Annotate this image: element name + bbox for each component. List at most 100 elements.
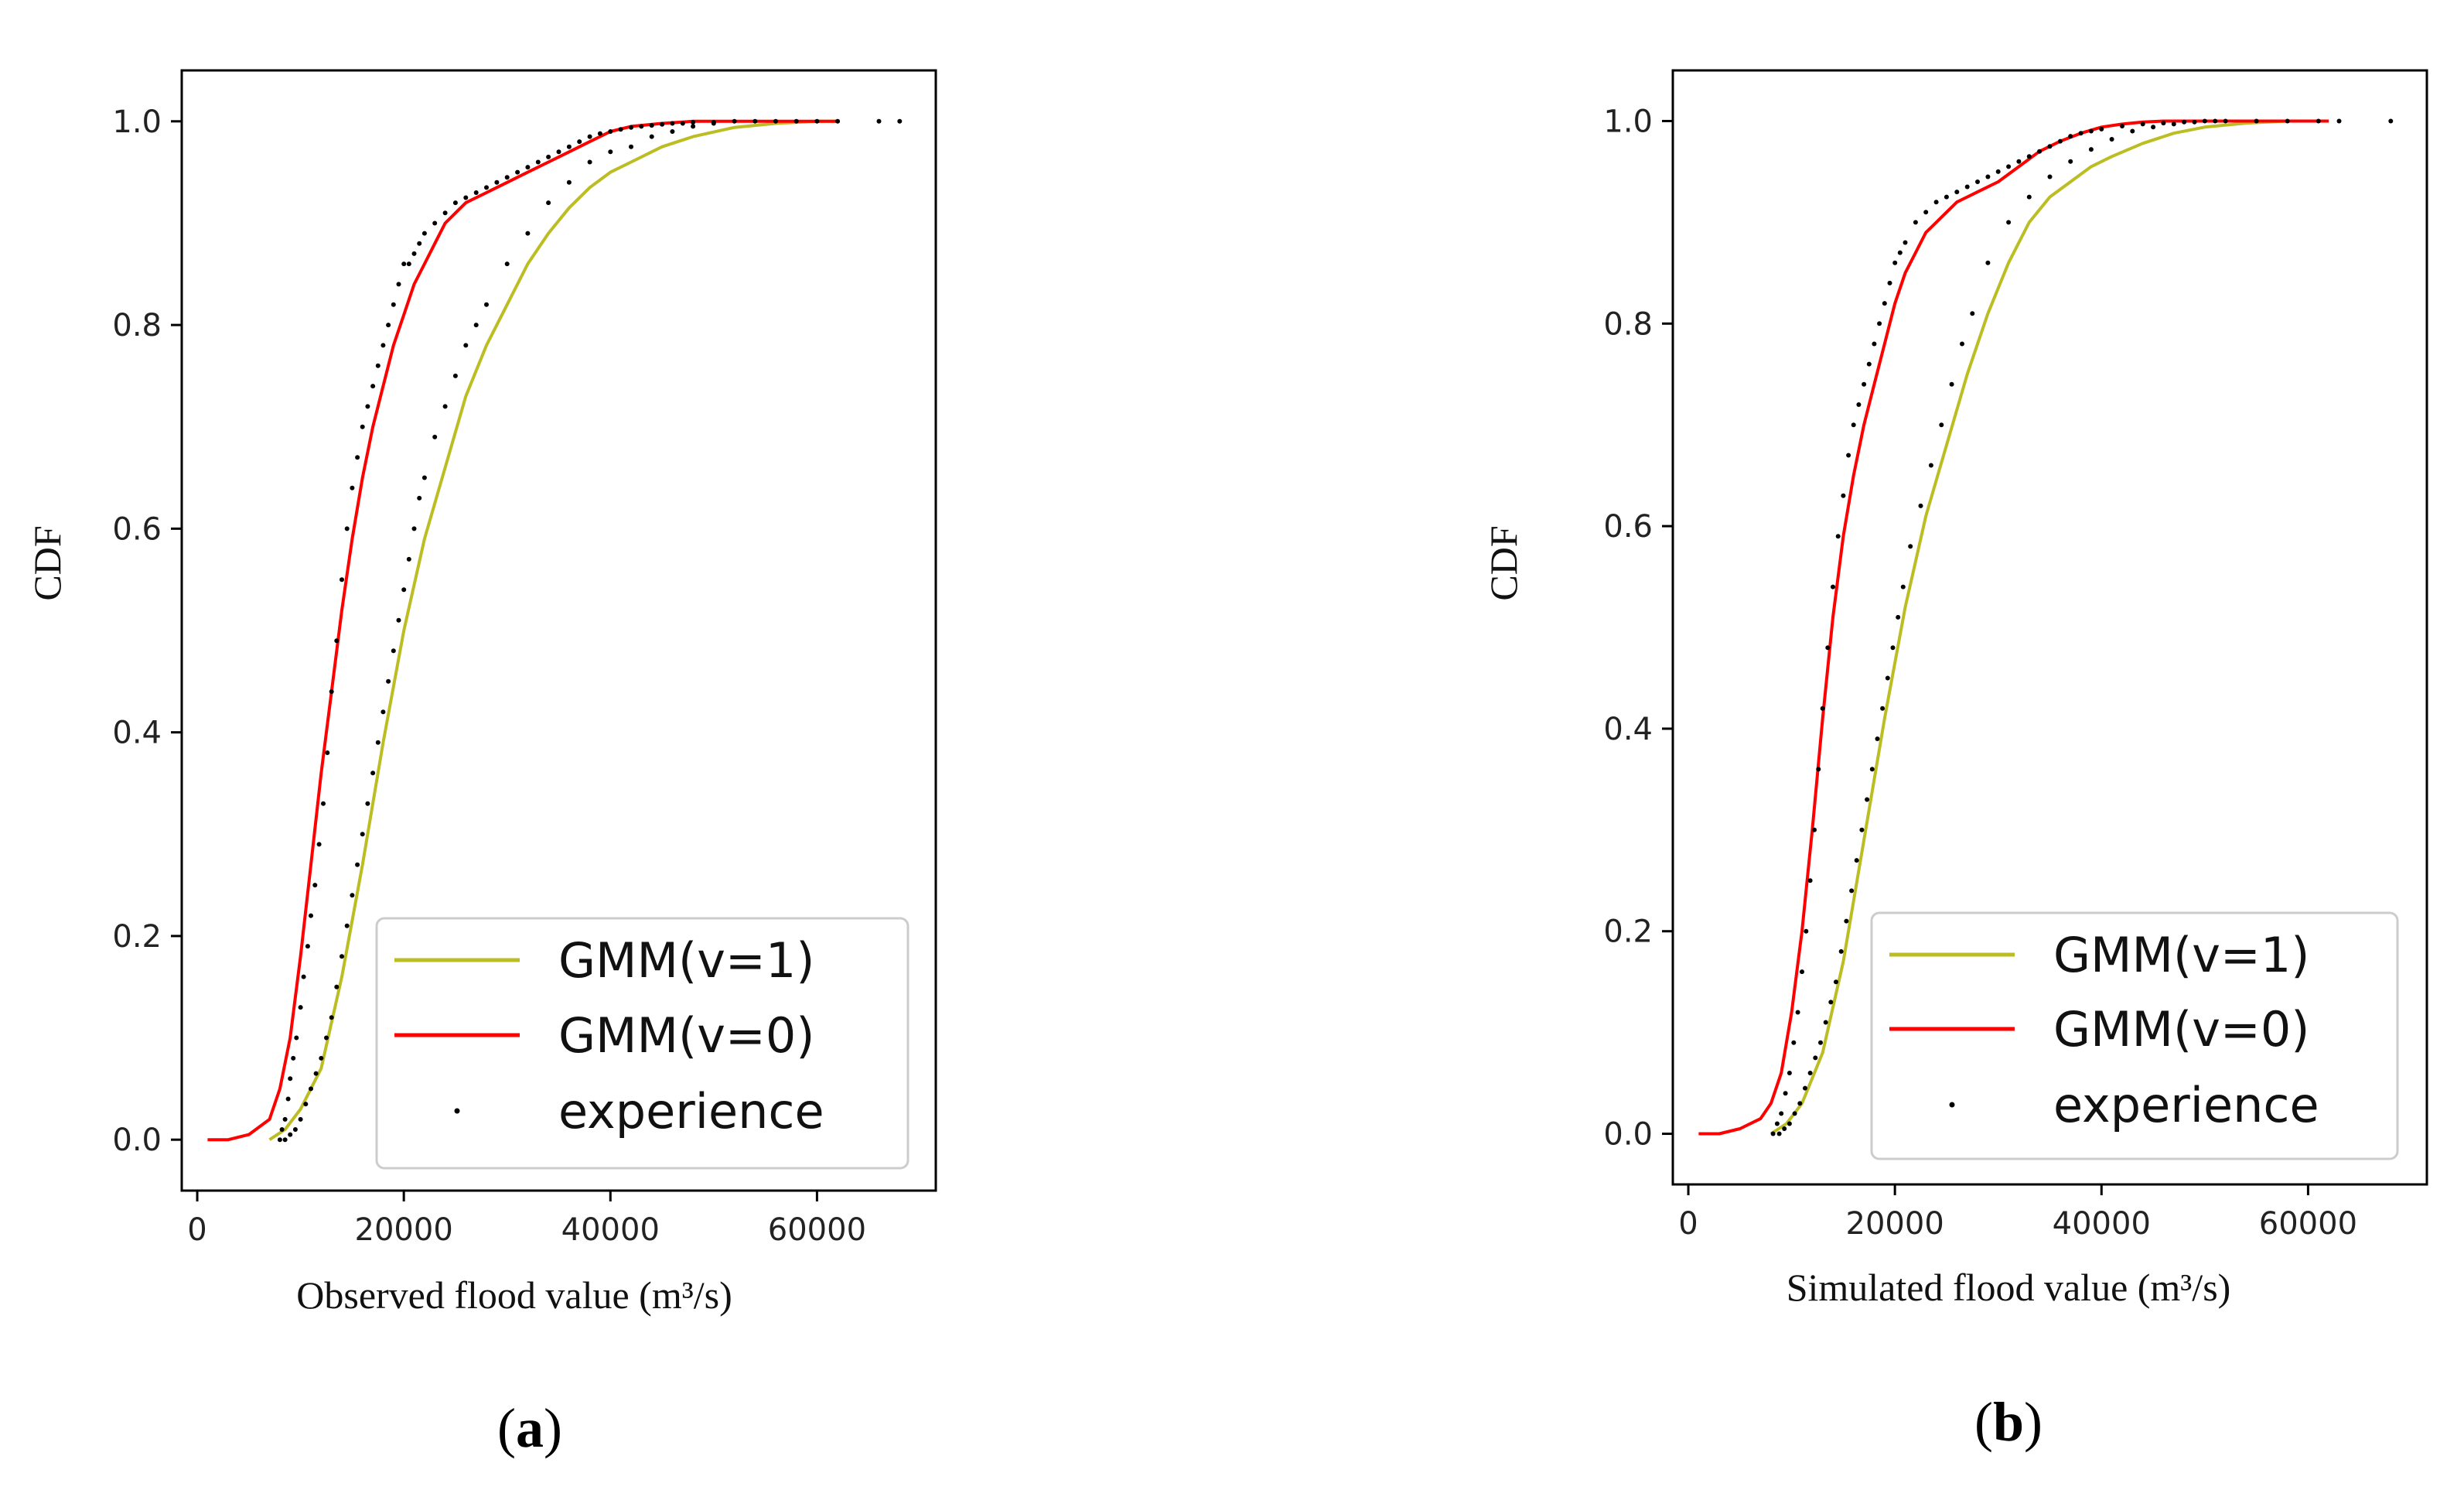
- data-point: [2254, 118, 2259, 124]
- x-axis-label: Simulated flood value (m³/s): [1787, 1266, 2231, 1309]
- x-tick-label: 0: [1678, 1206, 1698, 1242]
- data-point: [411, 251, 417, 256]
- data-point: [2151, 125, 2156, 130]
- data-point: [355, 862, 360, 867]
- series-line-gmm-v-1: [268, 119, 838, 1141]
- data-point: [1875, 736, 1880, 741]
- data-point: [401, 587, 407, 593]
- data-point: [876, 118, 882, 124]
- data-point: [1795, 1010, 1800, 1015]
- data-point: [670, 121, 675, 126]
- data-point: [2068, 159, 2073, 164]
- data-point: [421, 475, 427, 480]
- data-point: [321, 801, 326, 806]
- legend: GMM(v=1) GMM(v=0) experience: [375, 917, 909, 1170]
- data-point: [2088, 147, 2094, 152]
- data-point: [2223, 118, 2228, 124]
- data-point: [452, 373, 458, 378]
- data-point: [285, 1096, 291, 1102]
- data-point: [282, 1116, 288, 1122]
- data-point: [484, 185, 489, 190]
- data-point: [1774, 1121, 1780, 1126]
- y-axis-label: CDF: [1482, 525, 1525, 600]
- series-layer: [1698, 118, 2394, 1136]
- data-point: [334, 638, 340, 644]
- data-point: [1825, 645, 1831, 651]
- data-point: [1896, 614, 1901, 620]
- data-point: [2078, 131, 2083, 136]
- panel-label-a: (a): [497, 1397, 562, 1459]
- data-point: [1818, 1040, 1823, 1045]
- legend-marker-experience: [454, 1108, 460, 1114]
- data-point: [1782, 1126, 1787, 1131]
- x-tick-label: 0: [187, 1212, 206, 1248]
- data-point: [2047, 144, 2053, 149]
- y-axis-label: CDF: [26, 525, 69, 600]
- data-point: [1944, 194, 1949, 200]
- data-point: [1975, 179, 1980, 184]
- x-tick-label: 40000: [561, 1212, 660, 1248]
- data-point: [1807, 878, 1813, 883]
- data-point: [732, 118, 737, 124]
- panel-b: 0 20000 40000 60000 0.00.20.40.60.81.0 CDF …: [1482, 69, 2428, 1453]
- panel-label-letter: b: [1993, 1391, 2024, 1453]
- data-point: [1804, 928, 1809, 934]
- data-point: [291, 1055, 296, 1061]
- data-point: [2057, 138, 2063, 144]
- data-point: [1835, 534, 1841, 539]
- data-point: [309, 913, 313, 918]
- y-tick-label: 1.0: [112, 104, 162, 140]
- axes-frame: [180, 69, 937, 1192]
- data-point: [391, 302, 396, 307]
- data-point: [312, 883, 318, 888]
- data-point: [504, 261, 510, 267]
- data-point: [365, 404, 370, 409]
- data-point: [277, 1137, 282, 1143]
- data-point: [546, 154, 551, 159]
- data-point: [1900, 584, 1906, 590]
- data-point: [1908, 544, 1913, 549]
- data-point: [463, 343, 469, 348]
- data-point: [1995, 169, 2001, 174]
- data-point: [897, 118, 903, 124]
- y-ticks: 0.0 0.2 0.4 0.6 0.8 1.0: [112, 104, 182, 1158]
- data-point: [691, 120, 696, 125]
- data-point: [355, 455, 360, 460]
- data-point: [1783, 1091, 1788, 1096]
- data-point: [417, 241, 422, 246]
- data-point: [406, 556, 411, 562]
- data-point: [1918, 503, 1923, 508]
- legend-label-gmm-v1: GMM(v=1): [2053, 927, 2310, 983]
- data-point: [835, 118, 841, 124]
- data-point: [294, 1035, 299, 1041]
- data-point: [396, 282, 401, 287]
- data-point: [313, 1071, 319, 1076]
- data-point: [1877, 321, 1882, 326]
- data-point: [1865, 797, 1870, 802]
- data-point: [1803, 1085, 1807, 1091]
- data-point: [411, 526, 417, 531]
- data-point: [2388, 118, 2394, 124]
- data-point: [319, 1055, 324, 1061]
- data-point: [2336, 118, 2342, 124]
- data-point: [463, 195, 469, 200]
- data-point: [1964, 184, 1970, 190]
- data-point: [288, 1132, 293, 1137]
- data-point: [292, 1127, 298, 1132]
- data-point: [298, 1116, 303, 1122]
- data-point: [344, 923, 350, 928]
- series-layer: [207, 118, 903, 1143]
- plot-area-a: 0 20000 40000 60000 0.0 0.2 0.4 0.6 0.8 1.0: [112, 69, 937, 1248]
- data-point: [1844, 918, 1849, 924]
- data-point: [370, 771, 376, 776]
- data-point: [2192, 119, 2197, 125]
- x-ticks: 0 20000 40000 60000: [187, 1191, 866, 1248]
- data-point: [577, 139, 582, 145]
- x-ticks: 0 20000 40000 60000: [1678, 1184, 2357, 1242]
- data-point: [1949, 381, 1954, 387]
- y-tick-label: 0.2: [1603, 914, 1653, 950]
- data-point: [2140, 121, 2145, 127]
- data-point: [2213, 118, 2218, 124]
- y-tick-label: 0.2: [112, 919, 162, 955]
- data-point: [1800, 969, 1804, 975]
